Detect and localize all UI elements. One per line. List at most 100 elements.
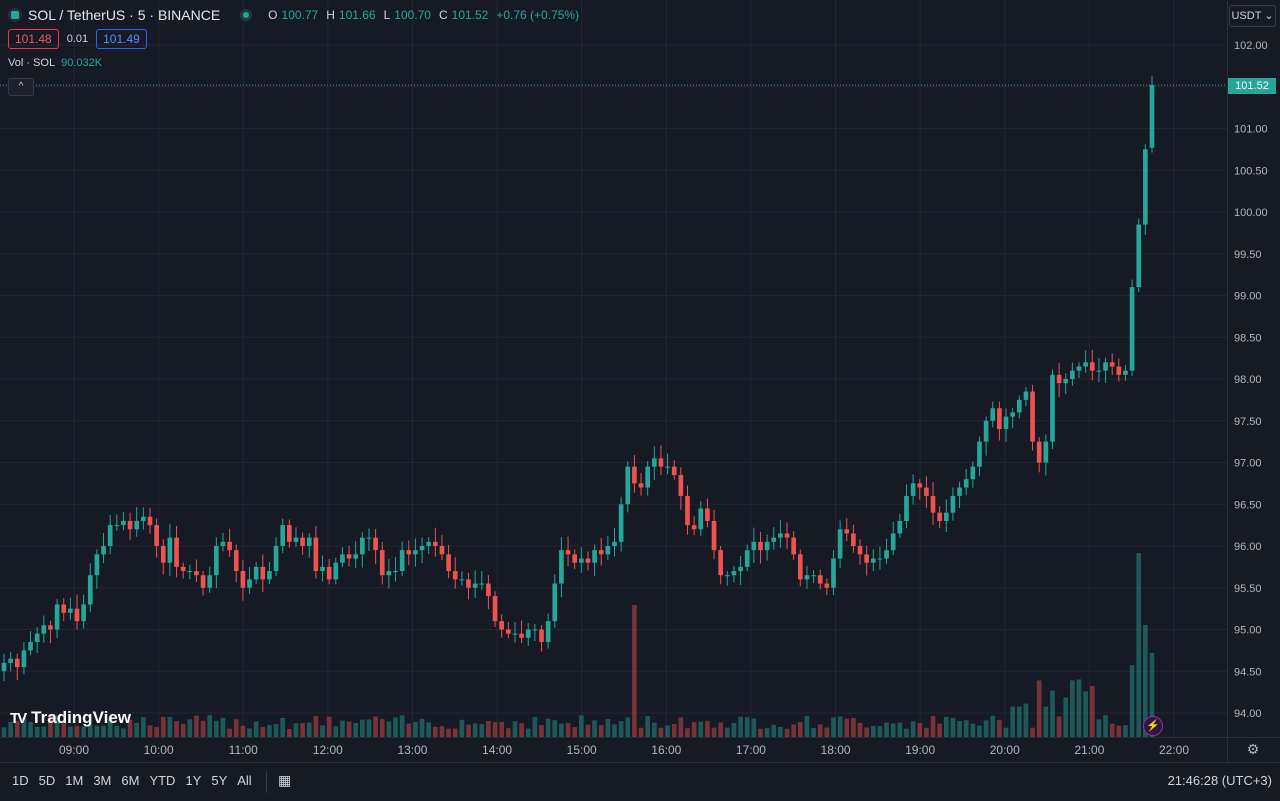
volume-bar: [645, 716, 650, 737]
candle-body: [651, 458, 657, 467]
candle-body: [174, 537, 179, 567]
volume-bar: [744, 717, 750, 737]
volume-bar: [731, 722, 737, 737]
candle-body: [578, 558, 584, 563]
range-1m[interactable]: 1M: [65, 773, 84, 788]
price-chart[interactable]: 94.00 94.50 95.00 95.50 96.00 96.50 97.00 97.50…: [0, 0, 1280, 762]
volume-bar: [532, 717, 538, 737]
range-6m[interactable]: 6M: [121, 773, 140, 788]
candle-body: [499, 621, 505, 630]
volume-bar: [592, 720, 597, 737]
x-tick-label: 16:00: [651, 743, 681, 757]
range-ytd[interactable]: YTD: [149, 773, 176, 788]
candle-body: [525, 629, 531, 638]
volume-value: 90.032K: [61, 57, 103, 69]
volume-label: Vol · SOL: [8, 57, 56, 69]
volume-bar: [141, 717, 146, 737]
candle-body: [1, 662, 7, 672]
candle-body: [167, 537, 173, 563]
candle-body: [698, 508, 704, 530]
volume-bar: [21, 718, 27, 737]
candle-body: [997, 408, 1002, 430]
volume-bar: [897, 722, 903, 737]
volume-bar: [1089, 685, 1095, 737]
volume-bar: [585, 724, 591, 737]
range-5y[interactable]: 5Y: [211, 773, 228, 788]
candle-body: [492, 596, 498, 622]
candle-body: [439, 546, 445, 555]
volume-bar: [114, 725, 120, 737]
calendar-icon[interactable]: ▦: [278, 772, 292, 788]
volume-bar: [1129, 665, 1135, 737]
market-status-icon[interactable]: [240, 9, 253, 21]
gear-icon[interactable]: ⚙: [1246, 741, 1260, 757]
volume-bar: [360, 719, 365, 737]
candle-body: [121, 520, 126, 526]
bid-ask-row: 101.48 0.01 101.49: [8, 29, 147, 49]
candle-body: [160, 546, 166, 563]
volume-bar: [506, 728, 511, 737]
range-1d[interactable]: 1D: [12, 773, 29, 788]
volume-bar: [81, 726, 86, 737]
volume-legend[interactable]: Vol · SOL 90.032K: [8, 57, 102, 69]
volume-bar: [950, 717, 956, 737]
lightning-icon[interactable]: ⚡: [1143, 716, 1163, 736]
candle-body: [924, 487, 929, 496]
volume-bar: [1143, 625, 1148, 737]
volume-bar: [917, 722, 923, 737]
range-5d[interactable]: 5D: [38, 773, 56, 788]
volume-bar: [68, 726, 73, 737]
spread-value: 0.01: [66, 33, 89, 45]
candle-body: [253, 566, 259, 580]
volume-bar: [28, 722, 33, 737]
symbol-title[interactable]: SOL / TetherUS · 5 · BINANCE: [28, 7, 221, 23]
candle-body: [559, 550, 564, 584]
volume-bar: [74, 725, 80, 737]
candle-body: [280, 525, 286, 546]
candle-body: [1123, 370, 1128, 375]
range-1y[interactable]: 1Y: [185, 773, 202, 788]
sell-button[interactable]: 101.48: [8, 29, 59, 49]
candle-body: [393, 571, 398, 573]
candle-body: [618, 504, 624, 542]
clock[interactable]: 21:46:28 (UTC+3): [1167, 773, 1272, 788]
candle-body: [386, 571, 392, 576]
x-tick-label: 14:00: [482, 743, 512, 757]
range-3m[interactable]: 3M: [93, 773, 112, 788]
volume-bar: [379, 719, 385, 737]
buy-button[interactable]: 101.49: [96, 29, 147, 49]
range-all[interactable]: All: [237, 773, 252, 788]
candle-body: [738, 566, 743, 572]
candle-body: [519, 633, 524, 638]
candle-body: [811, 575, 816, 577]
candle-body: [220, 541, 226, 546]
candle-body: [691, 525, 697, 530]
candle-body: [983, 420, 989, 442]
candle-body: [917, 483, 923, 488]
volume-bar: [87, 724, 93, 737]
tradingview-logo[interactable]: TV TradingView: [10, 708, 131, 728]
volume-bar: [8, 721, 13, 737]
y-tick-label: 97.00: [1234, 458, 1262, 470]
candle-body: [731, 571, 737, 576]
volume-bar: [1050, 690, 1055, 737]
volume-bar: [240, 725, 246, 737]
currency-selector[interactable]: USDT ⌄: [1229, 5, 1276, 27]
volume-bar: [220, 717, 226, 737]
volume-bar: [804, 715, 810, 737]
volume-bar: [200, 720, 206, 737]
volume-bar: [406, 723, 412, 737]
volume-bar: [1, 727, 7, 737]
candle-body: [260, 566, 266, 580]
volume-bar: [147, 725, 153, 737]
candle-body: [247, 579, 252, 588]
x-tick-label: 19:00: [905, 743, 935, 757]
volume-bar: [784, 728, 790, 737]
y-tick-label: 99.50: [1234, 249, 1262, 261]
collapse-legend-button[interactable]: ^: [8, 78, 34, 96]
volume-bar: [101, 725, 106, 737]
candle-body: [1050, 374, 1055, 442]
candle-body: [180, 566, 186, 572]
volume-bar: [459, 719, 465, 737]
volume-bar: [970, 723, 976, 737]
